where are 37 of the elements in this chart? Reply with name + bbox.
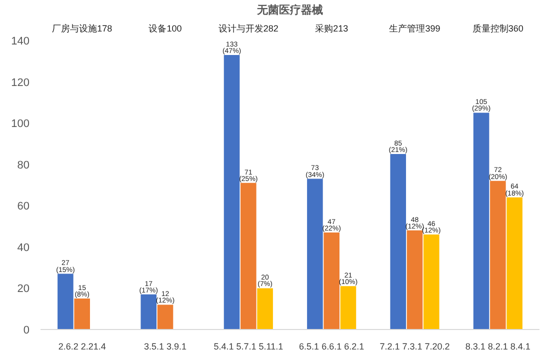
bar: [490, 180, 506, 330]
x-tick-label: 5.4.1 5.7.1 5.11.1: [214, 342, 284, 352]
text: 厂房与设施178: [52, 24, 112, 34]
y-tick-label: 80: [17, 159, 30, 172]
bar: [224, 54, 240, 330]
x-tick-label: 2.6.2 2.21.4: [58, 342, 106, 352]
text: 设计与开发282: [218, 24, 278, 34]
y-tick-label: 140: [11, 36, 30, 48]
bar: [240, 182, 256, 330]
bar: [423, 234, 440, 330]
y-tick-label: 60: [17, 200, 30, 213]
bar: [257, 288, 273, 330]
text: 生产管理399: [389, 24, 440, 34]
bar: [340, 286, 356, 330]
bar: [140, 294, 157, 330]
y-tick-label: 0: [23, 324, 30, 336]
x-tick-label: 8.3.1 8.2.1 8.4.1: [465, 342, 530, 352]
bar: [307, 178, 323, 330]
bar: [157, 304, 174, 330]
bar: [58, 274, 74, 330]
y-tick-label: 40: [17, 242, 30, 254]
bar: [390, 154, 406, 330]
chart-title: 无菌医疗器械: [256, 4, 323, 17]
bar: [406, 230, 423, 330]
x-tick-label: 7.2.1 7.3.1 7.20.2: [380, 342, 450, 352]
y-tick-label: 100: [11, 118, 30, 130]
bar: [324, 232, 340, 330]
y-tick-label: 120: [11, 76, 30, 89]
text: 质量控制360: [472, 24, 524, 34]
x-tick-label: 6.5.1 6.6.1 6.2.1: [299, 342, 364, 352]
bar: [506, 197, 522, 330]
text: 采购213: [315, 24, 348, 34]
x-tick-label: 3.5.1 3.9.1: [144, 342, 187, 352]
text: 设备100: [148, 24, 182, 34]
bar: [473, 112, 490, 330]
y-tick-label: 20: [17, 283, 30, 296]
bar: [74, 298, 90, 330]
